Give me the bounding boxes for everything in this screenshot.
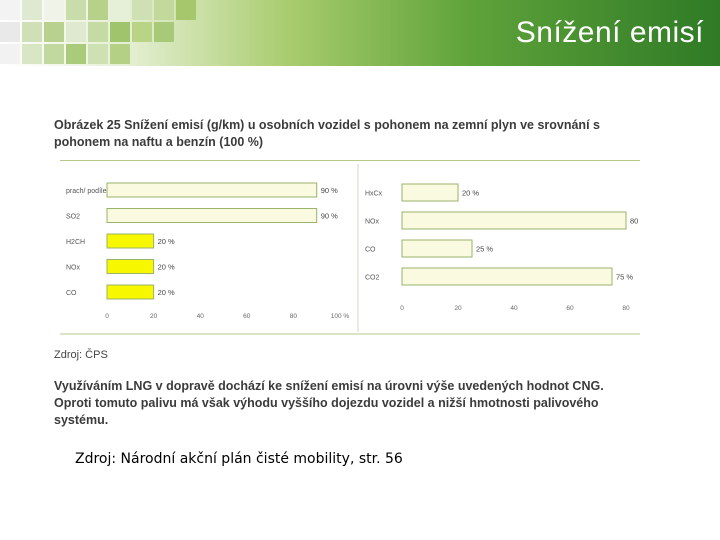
category-label: CO (365, 247, 376, 254)
slide-header-banner: Snížení emisí (0, 0, 720, 66)
chart-right-panel: HxCx 20 % NOx 80 CO 25 % CO2 75 % 0 20 40 60 80 (365, 183, 638, 312)
tick-label: 60 (566, 305, 574, 312)
bar (106, 233, 155, 249)
bar (401, 239, 473, 258)
category-label: NOx (365, 219, 380, 226)
tick-label: 20 (150, 313, 158, 320)
tick-label: 0 (400, 305, 404, 312)
bar (401, 267, 613, 286)
tick-label: 40 (510, 305, 518, 312)
bar (401, 183, 459, 202)
bar (106, 259, 155, 274)
tick-label: 80 (622, 305, 630, 312)
tick-label: 20 (454, 305, 462, 312)
tick-label: 100 % (331, 313, 350, 320)
category-label: CO (66, 290, 77, 297)
category-label: H2CH (66, 239, 85, 246)
slide-title: Snížení emisí (515, 16, 704, 49)
data-label: 80 (630, 217, 638, 226)
slide-source-note: Zdroj: Národní akční plán čisté mobility… (75, 451, 403, 467)
bar (106, 284, 155, 300)
emissions-chart: prach/ podílek 90 % SO2 90 % H2CH 20 % NOx 20 %… (60, 160, 640, 335)
category-label: SO2 (66, 214, 80, 221)
data-label: 20 % (158, 263, 175, 272)
data-label: 20 % (158, 237, 175, 246)
bar (401, 211, 627, 230)
data-label: 75 % (616, 273, 633, 282)
category-label: prach/ podílek (66, 188, 110, 195)
bar (106, 182, 318, 198)
data-label: 25 % (476, 245, 493, 254)
figure-description: Využíváním LNG v dopravě dochází ke sníž… (54, 379, 604, 427)
figure-source: Zdroj: ČPS (54, 349, 108, 361)
bar (106, 208, 318, 223)
category-label: HxCx (365, 191, 383, 198)
tick-label: 0 (105, 313, 109, 320)
tick-label: 40 (197, 313, 205, 320)
data-label: 90 % (321, 186, 338, 195)
data-label: 90 % (321, 212, 338, 221)
chart-left-panel: prach/ podílek 90 % SO2 90 % H2CH 20 % NOx 20 %… (66, 182, 350, 320)
category-label: NOx (66, 265, 81, 272)
tick-label: 80 (290, 313, 298, 320)
tick-label: 60 (243, 313, 251, 320)
figure-caption: Obrázek 25 Snížení emisí (g/km) u osobní… (54, 118, 600, 149)
data-label: 20 % (158, 288, 175, 297)
data-label: 20 % (462, 189, 479, 198)
category-label: CO2 (365, 275, 380, 282)
